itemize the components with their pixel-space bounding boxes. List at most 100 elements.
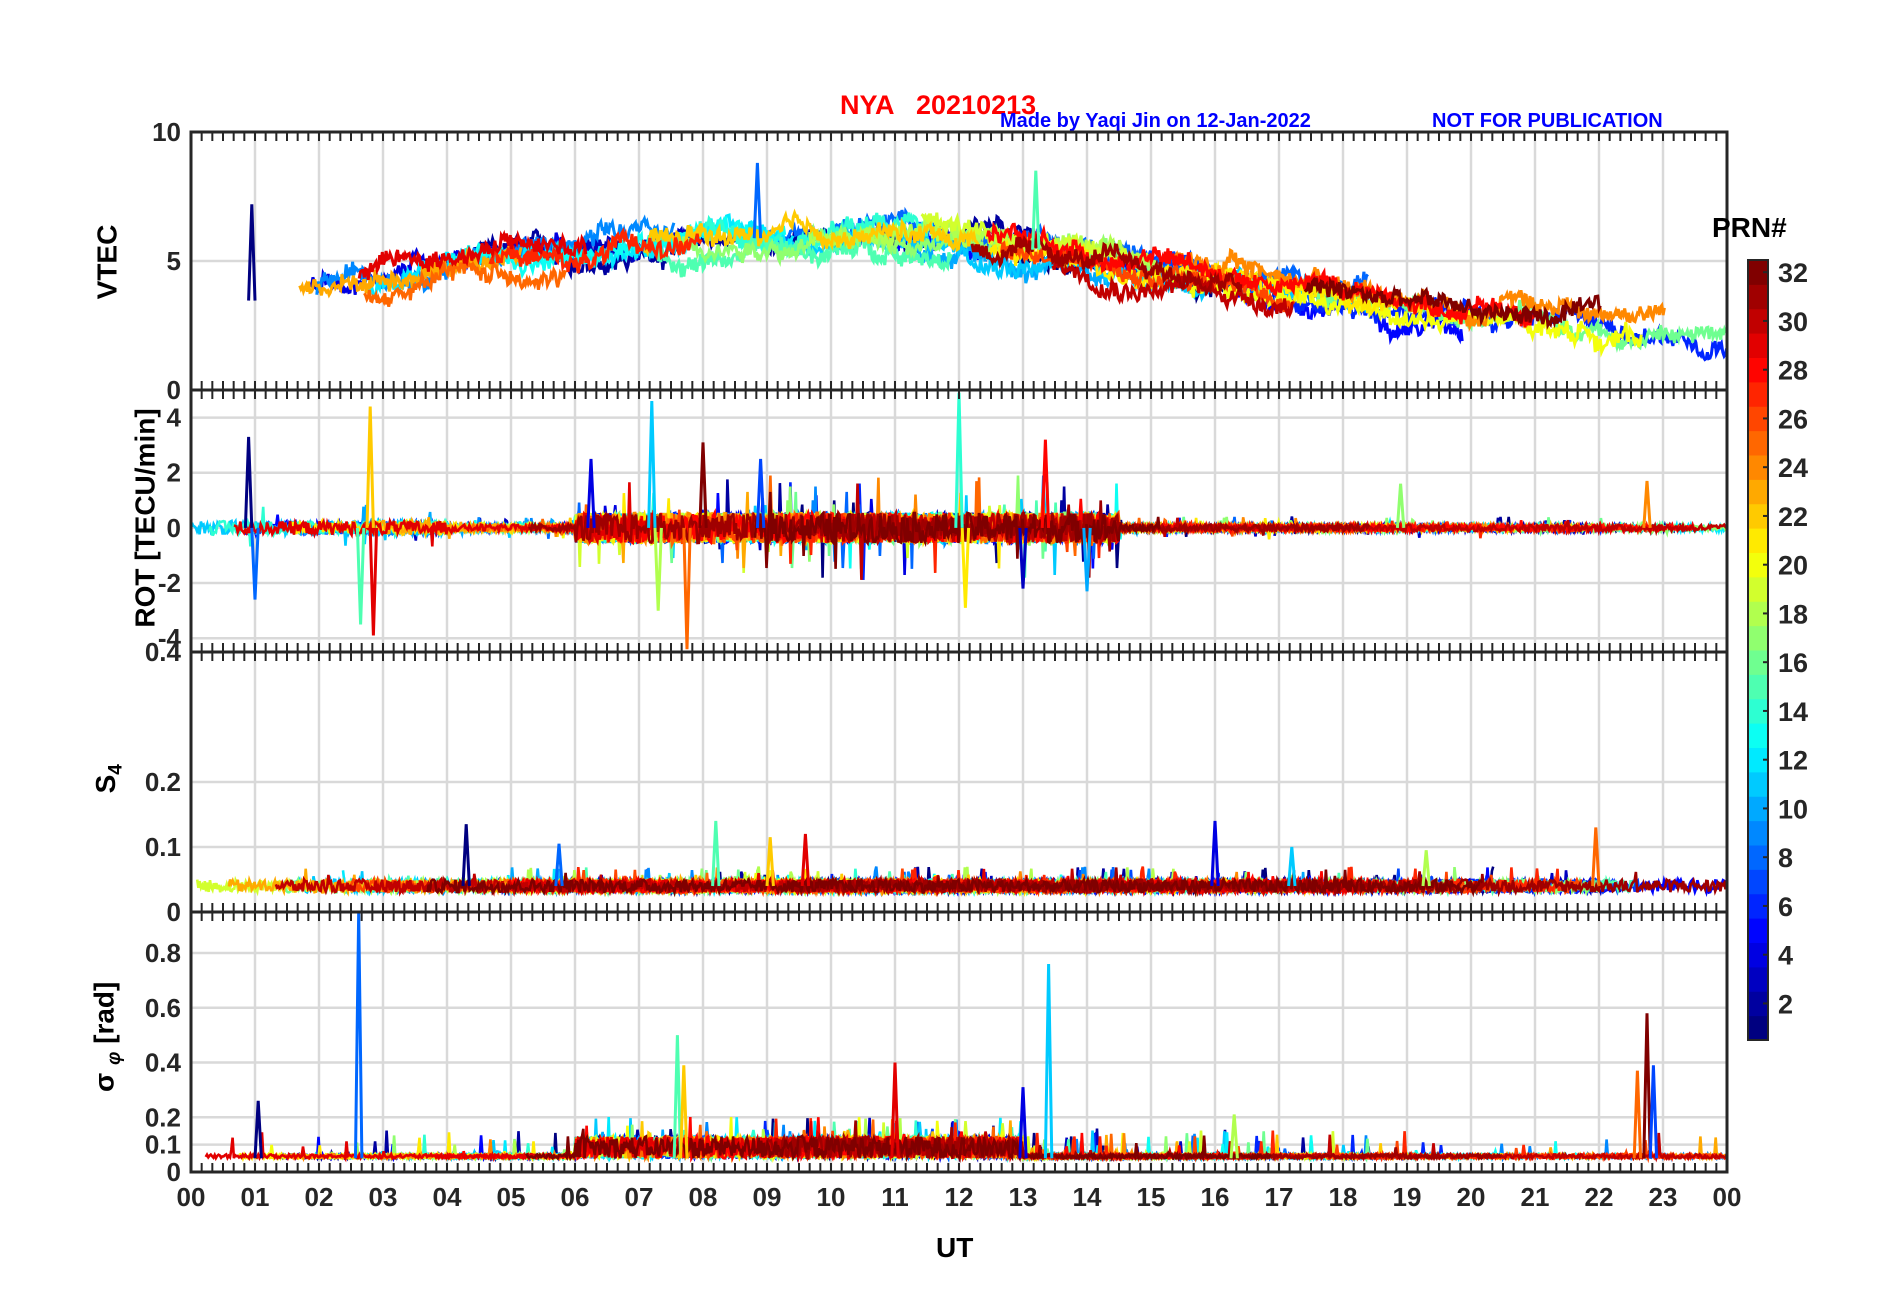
peak-mark <box>1648 1065 1659 1159</box>
colorbar-segment <box>1748 747 1768 773</box>
peak-mark <box>365 406 375 528</box>
colorbar-tick-label: 8 <box>1778 843 1793 873</box>
peak-mark <box>647 400 657 528</box>
x-tick-label: 09 <box>753 1182 782 1212</box>
y-tick-label: 0 <box>167 375 181 405</box>
y-tick-label: 0 <box>167 513 181 543</box>
colorbar-segment <box>1748 576 1768 602</box>
peak-mark <box>1040 439 1051 528</box>
colorbar-segment <box>1748 1015 1768 1041</box>
y-tick-label: 4 <box>167 403 182 433</box>
x-tick-label: 00 <box>177 1182 206 1212</box>
peak-mark <box>1591 827 1601 887</box>
prn-series-line <box>985 221 1536 328</box>
peak-mark <box>247 204 257 301</box>
prn-series-line <box>298 243 523 299</box>
x-tick-label: 18 <box>1329 1182 1358 1212</box>
prn-series-line <box>528 500 1371 578</box>
y-tick-label: 2 <box>167 458 181 488</box>
vtec-ylabel: VTEC <box>91 224 123 300</box>
prn-series-line <box>363 257 567 307</box>
y-tick-label: 0.4 <box>145 1048 182 1078</box>
peak-mark <box>1210 820 1220 887</box>
peak-mark <box>1287 846 1297 887</box>
colorbar-segment <box>1748 333 1768 358</box>
colorbar-tick-label: 4 <box>1778 941 1793 971</box>
peak-mark <box>800 833 811 887</box>
x-tick-label: 08 <box>689 1182 718 1212</box>
colorbar-title: PRN# <box>1712 212 1787 243</box>
prn-series-line <box>425 869 1484 898</box>
colorbar-segment <box>1748 966 1768 992</box>
peak-mark <box>1642 480 1652 528</box>
peak-mark <box>353 912 364 1159</box>
peak-mark <box>679 1065 689 1159</box>
peak-mark <box>1229 1114 1239 1159</box>
prn-series-line <box>357 229 588 280</box>
peak-mark <box>1082 527 1092 592</box>
colorbar-segment <box>1748 991 1768 1017</box>
colorbar-segment <box>1748 260 1768 285</box>
peak-mark <box>586 458 596 528</box>
peak-mark <box>1632 1070 1643 1159</box>
peak-mark <box>960 527 971 608</box>
colorbar-segment <box>1748 455 1768 480</box>
s4-ylabel: S4 <box>89 764 127 794</box>
peak-mark <box>765 837 775 887</box>
peak-mark <box>755 458 766 528</box>
y-tick-label: 0.8 <box>145 938 181 968</box>
peak-mark <box>672 1035 683 1159</box>
colorbar-segment <box>1748 771 1768 797</box>
x-tick-label: 16 <box>1201 1182 1230 1212</box>
colorbar-segment <box>1748 308 1768 334</box>
prn-series-line <box>643 208 981 258</box>
peak-mark <box>461 824 471 887</box>
x-tick-label: 19 <box>1393 1182 1422 1212</box>
x-tick-label: 13 <box>1009 1182 1038 1212</box>
colorbar-tick-label: 12 <box>1778 746 1808 776</box>
x-tick-label: 07 <box>625 1182 654 1212</box>
colorbar-segment <box>1748 357 1768 383</box>
y-tick-label: 10 <box>152 117 181 147</box>
colorbar-tick-label: 18 <box>1778 599 1808 629</box>
rot-ylabel: ROT [TECU/min] <box>129 408 161 628</box>
y-tick-label: 0.1 <box>145 832 181 862</box>
series-group <box>195 820 1727 898</box>
x-tick-label: 06 <box>561 1182 590 1212</box>
y-tick-label: 0 <box>167 897 181 927</box>
colorbar-segment <box>1748 601 1768 627</box>
colorbar-segment <box>1748 893 1768 919</box>
peak-mark <box>355 527 366 625</box>
series-group <box>191 392 1727 650</box>
x-tick-label: 14 <box>1073 1182 1102 1212</box>
prn-series-line <box>792 867 1727 898</box>
x-tick-label: 17 <box>1265 1182 1294 1212</box>
colorbar-tick-label: 14 <box>1778 697 1808 727</box>
colorbar-segment <box>1748 796 1768 822</box>
x-tick-label: 10 <box>817 1182 846 1212</box>
figure-notice: NOT FOR PUBLICATION <box>1432 110 1663 132</box>
peak-mark <box>243 436 254 528</box>
y-tick-label: -2 <box>158 568 181 598</box>
x-tick-label: 11 <box>881 1182 909 1212</box>
colorbar-segment <box>1748 625 1768 651</box>
x-tick-label: 23 <box>1649 1182 1678 1212</box>
prn-series-line <box>1303 276 1602 330</box>
colorbar-segment <box>1748 284 1768 310</box>
y-tick-label: 0 <box>167 1157 181 1187</box>
colorbar-segment <box>1748 869 1768 895</box>
colorbar-tick-label: 16 <box>1778 648 1808 678</box>
y-tick-label: 0.2 <box>145 1102 181 1132</box>
peak-mark <box>253 1100 263 1159</box>
colorbar-segment <box>1748 528 1768 553</box>
sigma-phi-ylabel: σ φ [rad] <box>88 981 125 1092</box>
peak-mark <box>682 527 692 650</box>
x-tick-label: 21 <box>1521 1182 1550 1212</box>
x-tick-label: 15 <box>1137 1182 1166 1212</box>
colorbar-segment <box>1748 674 1768 700</box>
prn-series-line <box>970 233 1243 297</box>
x-tick-label: 01 <box>241 1182 270 1212</box>
figure-credit: Made by Yaqi Jin on 12-Jan-2022 <box>1000 110 1311 132</box>
colorbar-tick-label: 30 <box>1778 307 1808 337</box>
